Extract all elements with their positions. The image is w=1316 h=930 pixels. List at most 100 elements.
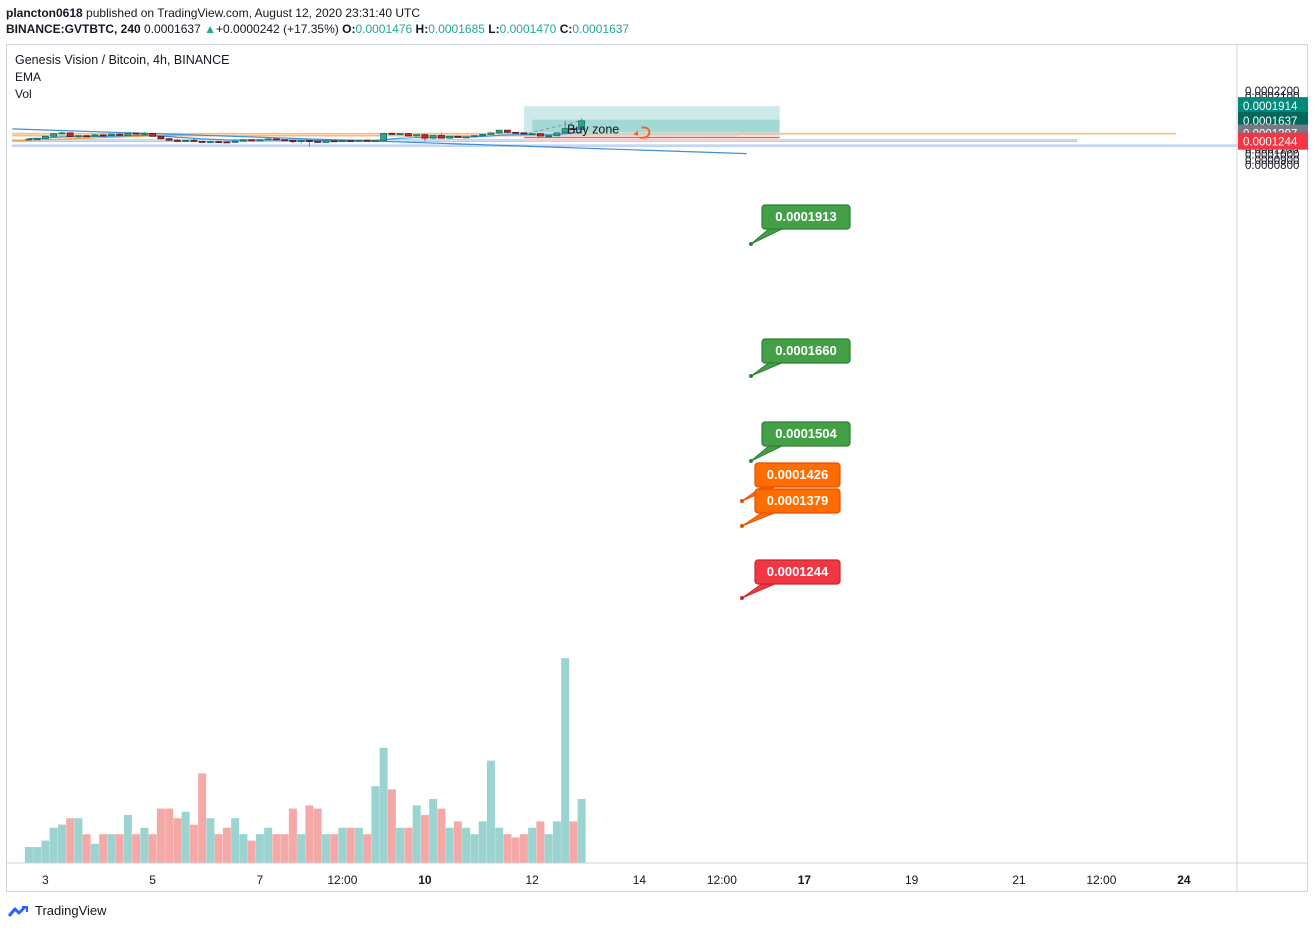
candle-body: [50, 133, 58, 137]
volume-bar: [511, 837, 520, 863]
volume-bar: [486, 760, 495, 863]
x-tick-label: 12:00: [707, 873, 737, 887]
callout-anchor: [740, 596, 744, 600]
candle-body: [165, 138, 173, 141]
candle-body: [437, 135, 445, 139]
volume-bar: [41, 840, 50, 863]
brand-label: TradingView: [35, 903, 107, 918]
low-label: L:: [488, 22, 500, 36]
candle-body: [479, 134, 487, 137]
candle-body: [33, 138, 41, 141]
candle-body: [561, 128, 569, 134]
volume-bar: [239, 834, 248, 863]
candle-body: [487, 132, 495, 135]
volume-bar: [437, 808, 446, 863]
callout-label: [754, 462, 841, 488]
candle-body: [297, 140, 305, 143]
candle-body: [512, 131, 520, 134]
y-tick-label: 0.0001000: [1245, 150, 1299, 162]
candle-body: [495, 129, 503, 134]
x-tick-label: 5: [149, 873, 156, 887]
price-tag-label: 0.0001914: [1243, 101, 1298, 113]
candle-body: [413, 134, 421, 137]
chart-title: Genesis Vision / Bitcoin, 4h, BINANCE: [15, 53, 230, 67]
candle-body: [124, 132, 132, 136]
candle-body: [223, 141, 231, 144]
volume-bar: [363, 834, 372, 863]
candle-body: [206, 141, 214, 144]
volume-bar: [346, 827, 355, 863]
volume-bar: [280, 834, 289, 863]
candle-body: [116, 133, 124, 136]
buy-zone-annotation: Buy zone: [567, 123, 619, 137]
volume-bar: [132, 834, 141, 863]
callout-label: [754, 488, 841, 514]
volume-bar: [189, 824, 198, 863]
volume-bar: [536, 821, 545, 863]
candle-body: [454, 135, 462, 138]
open-label: O:: [342, 22, 356, 36]
close-value: 0.0001637: [572, 22, 630, 36]
candle-body: [537, 133, 544, 137]
volume-bar: [264, 827, 273, 863]
candle-body: [239, 139, 247, 142]
candle-body: [173, 139, 181, 142]
volume-bar: [552, 821, 561, 863]
volume-bar: [354, 827, 363, 863]
x-tick-label: 17: [798, 873, 812, 887]
candle-body: [42, 135, 49, 140]
volume-bar: [255, 834, 264, 863]
volume-bar: [453, 821, 462, 863]
price-tag: [1238, 132, 1308, 150]
volume-bar: [577, 799, 586, 863]
callout-label-text: 0.0001913: [775, 209, 836, 224]
volume-bar: [231, 818, 240, 863]
callout-anchor: [749, 242, 753, 246]
volume-bar: [272, 834, 281, 863]
volume-bar: [247, 840, 256, 863]
publisher-name[interactable]: plancton0618: [6, 6, 83, 20]
volume-bar: [528, 827, 537, 863]
published-text: published on TradingView.com, August 12,…: [86, 6, 421, 20]
plot-area: Buy zone: [12, 106, 1237, 863]
x-tick-label: 12:00: [1086, 873, 1116, 887]
candle-body: [520, 132, 528, 135]
chart-frame[interactable]: [6, 44, 1308, 892]
volume-bar: [321, 834, 330, 863]
callout-anchor: [740, 499, 744, 503]
tradingview-brand[interactable]: TradingView: [8, 903, 107, 918]
vol-legend[interactable]: Vol: [15, 87, 32, 101]
y-tick-label: 0.0000900: [1245, 155, 1299, 167]
candle-body: [157, 135, 165, 140]
volume-bar: [387, 789, 396, 863]
callout-pointer: [750, 444, 785, 462]
candle-body: [347, 140, 355, 142]
volume-bar: [519, 834, 528, 863]
candle-body: [132, 132, 140, 135]
callout-label-text: 0.0001504: [775, 426, 837, 441]
volume-bar: [371, 786, 380, 863]
volume-bar: [198, 773, 207, 863]
volume-bar: [165, 808, 174, 863]
volume-bar: [445, 827, 454, 863]
candle-body: [140, 132, 148, 135]
candle-body: [429, 135, 437, 139]
candle-body: [58, 132, 66, 135]
volume-bar: [338, 827, 347, 863]
ema-legend[interactable]: EMA: [15, 70, 42, 84]
candle-body: [462, 136, 470, 139]
candle-body: [91, 134, 99, 137]
open-value: 0.0001476: [355, 22, 413, 36]
volume-bar: [412, 805, 421, 863]
symbol-label: BINANCE:GVTBTC, 240: [6, 22, 141, 36]
candle-body: [305, 140, 313, 142]
candle-body: [149, 132, 157, 137]
volume-bar: [305, 805, 314, 863]
candle-body: [396, 133, 404, 136]
stop-zone: [523, 134, 780, 142]
callout-label-text: 0.0001379: [767, 493, 828, 508]
volume-bar: [478, 821, 487, 863]
volume-bar: [379, 747, 388, 863]
callout-pointer: [741, 582, 778, 599]
